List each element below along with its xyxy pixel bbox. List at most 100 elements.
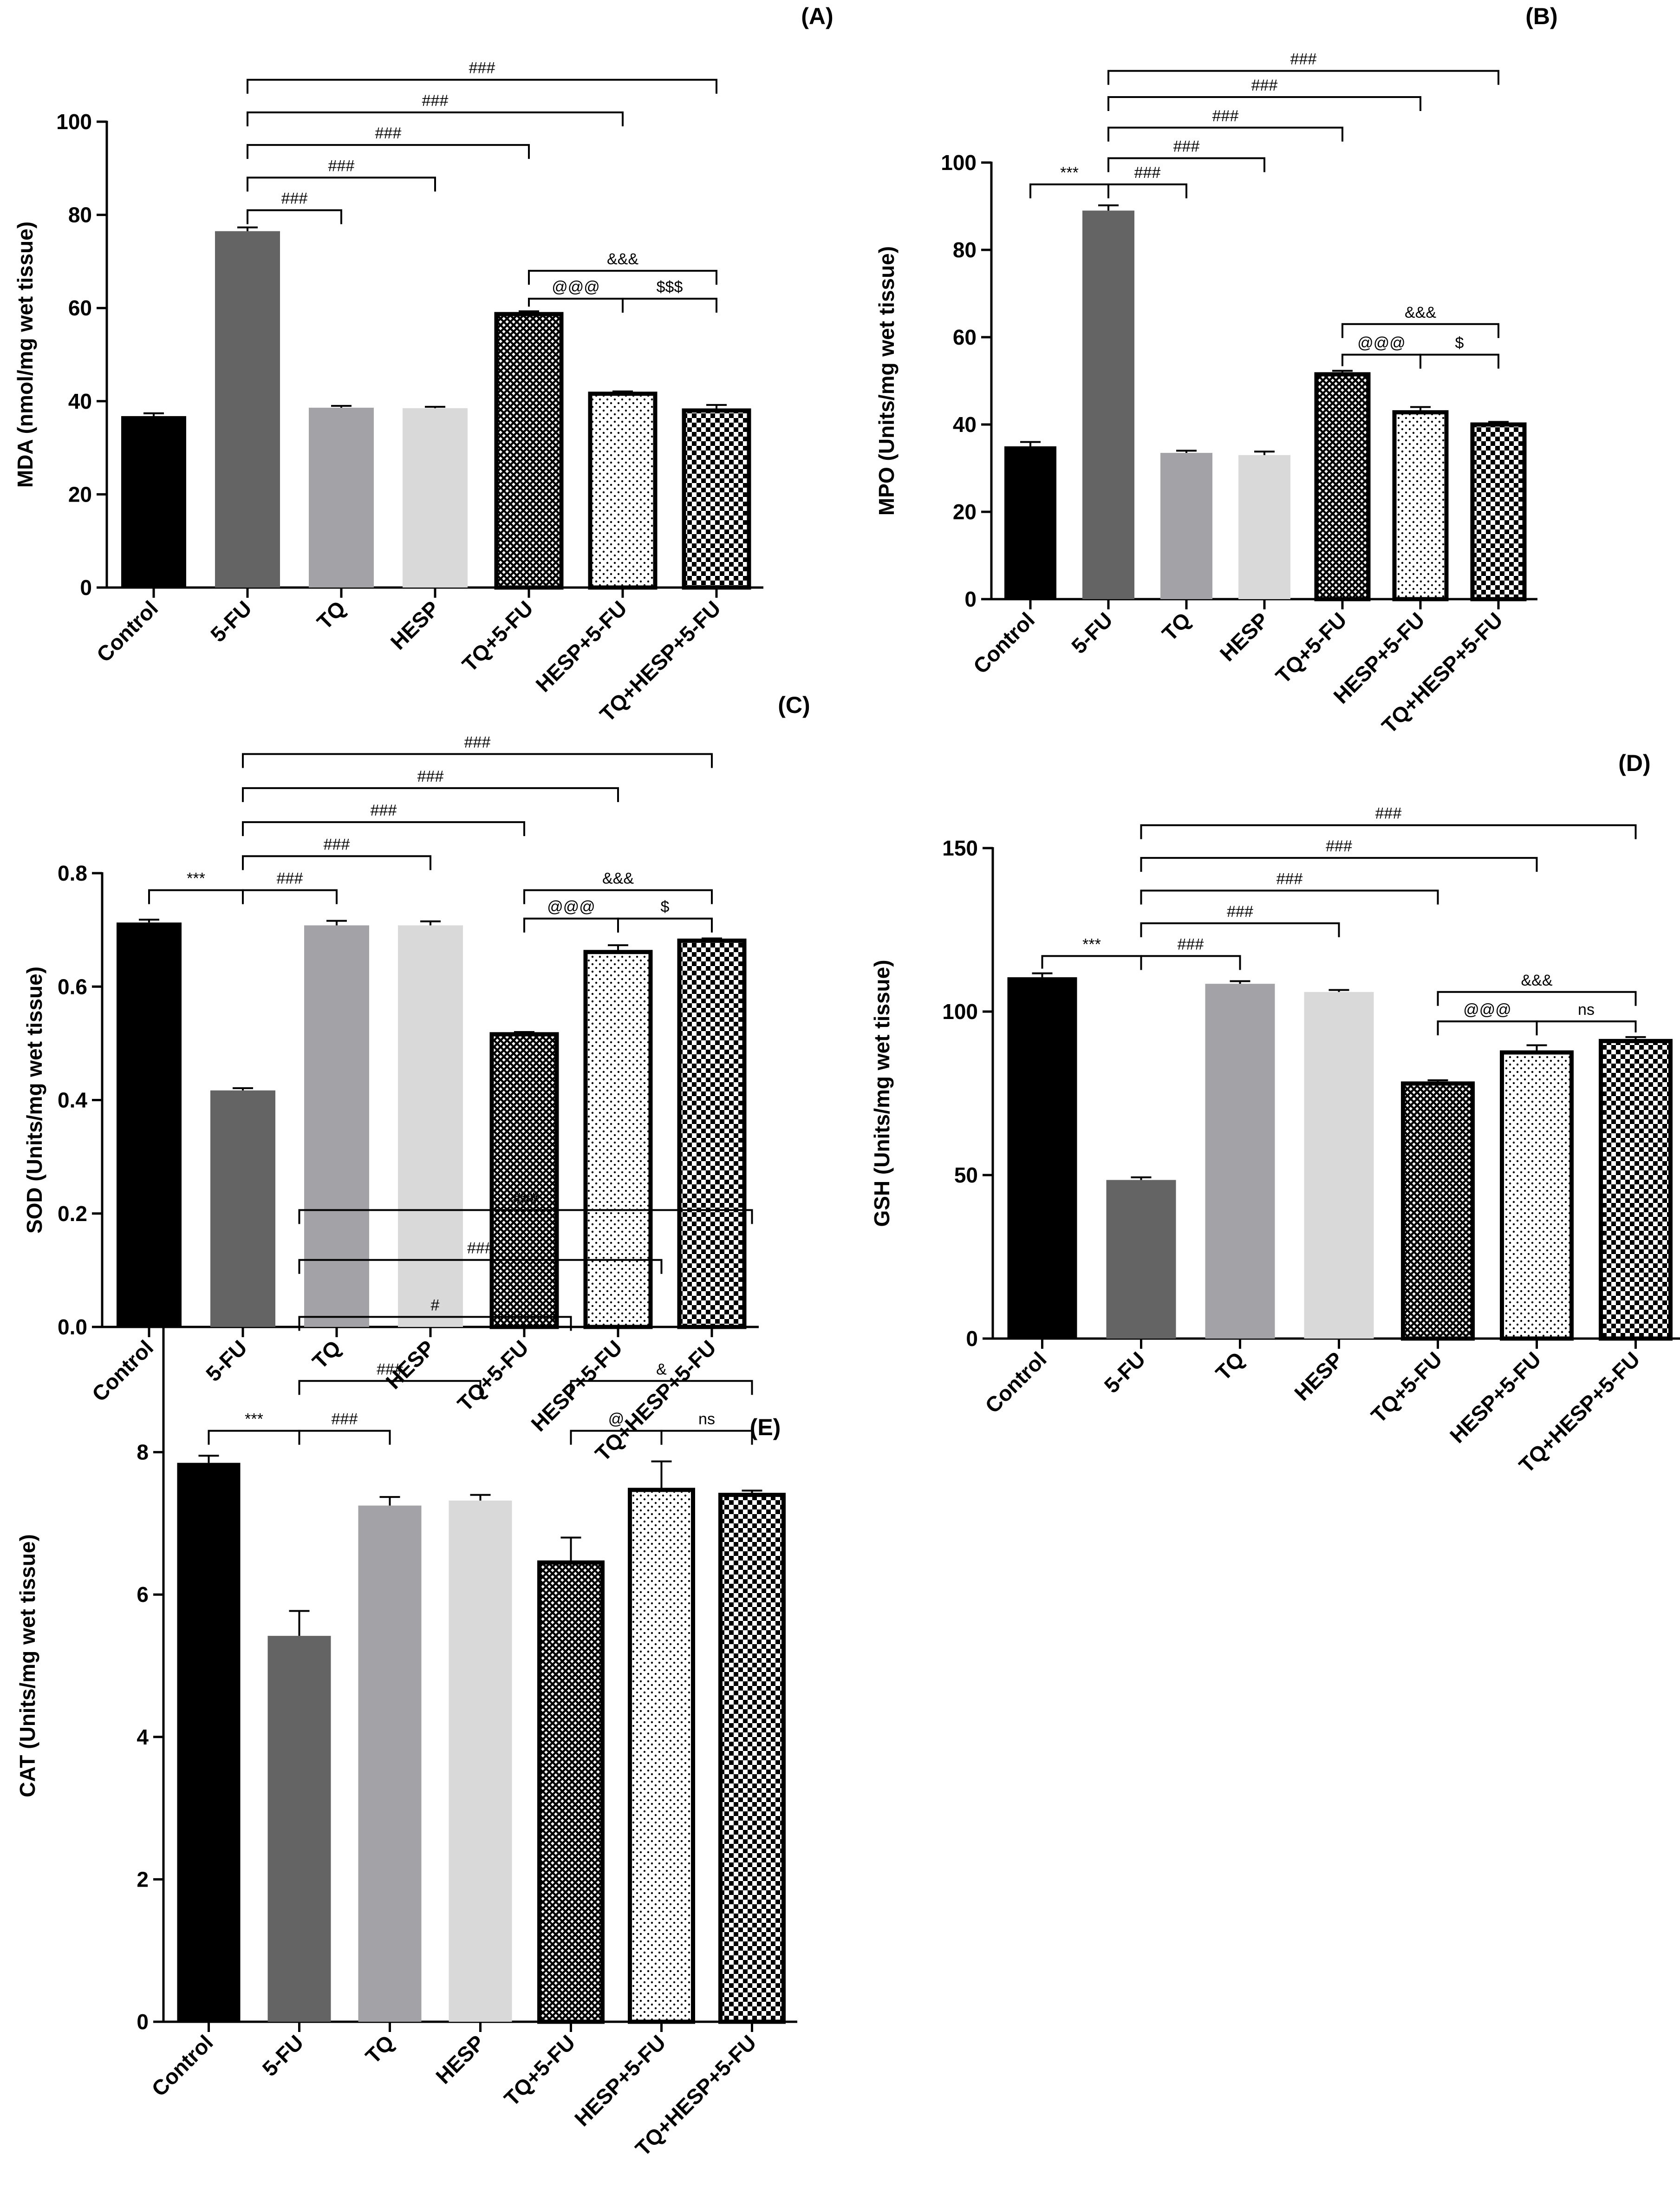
bar-5-fu (1082, 210, 1134, 599)
bar-hesp (403, 408, 468, 588)
bar-control (117, 922, 182, 1327)
y-axis-label: CAT (Units/mg wet tissue) (15, 1534, 39, 1797)
bar-control (177, 1463, 241, 2022)
significance-label: ### (469, 59, 495, 77)
bar-tq (1205, 984, 1275, 1339)
significance-bracket (1140, 824, 1637, 839)
y-tick-label: 40 (953, 412, 977, 437)
significance-label: ### (328, 157, 355, 175)
significance-label: ### (1251, 77, 1278, 94)
significance-bracket (622, 298, 717, 313)
significance-label: ### (1290, 51, 1317, 68)
x-tick-label: Control (147, 2030, 217, 2101)
bar-hesp (398, 925, 463, 1327)
significance-label: *** (187, 870, 205, 888)
significance-bracket (1140, 922, 1340, 937)
x-tick-label: HESP (1289, 1347, 1348, 1405)
x-tick-label: Control (92, 596, 163, 666)
x-tick-label: HESP (386, 596, 444, 654)
y-tick-label: 20 (68, 482, 92, 506)
bar-tq-5-fu (494, 312, 564, 590)
significance-bracket (1140, 955, 1241, 970)
bar-tq-5-fu (489, 1032, 559, 1329)
significance-bracket (298, 1209, 753, 1224)
significance-bracket (208, 1430, 300, 1445)
x-tick-label: TQ (1211, 1347, 1249, 1385)
panel-label: (E) (750, 1414, 781, 1440)
x-tick-label: TQ+5-FU (1366, 1347, 1446, 1427)
panel-c: (C) SOD (Units/mg wet tissue) 0.0 0.2 0.4 0.6… (22, 692, 810, 1466)
significance-bracket (1107, 157, 1265, 172)
y-tick-label: 150 (942, 836, 978, 860)
significance-bracket (1041, 955, 1142, 970)
significance-bracket (528, 269, 717, 285)
significance-label: ### (1326, 837, 1352, 855)
significance-bracket (1437, 1020, 1538, 1036)
y-tick-label: 100 (942, 1000, 978, 1024)
bar-tq (1160, 453, 1212, 599)
significance-bracket (298, 1316, 572, 1331)
x-tick-label: 5-FU (1067, 608, 1117, 658)
y-tick-label: 2 (137, 1867, 149, 1891)
significance-bracket (1107, 183, 1187, 198)
y-tick-label: 80 (953, 238, 977, 262)
significance-label: $$$ (657, 278, 683, 296)
significance-bracket (1140, 889, 1439, 905)
bar-hesp-5-fu (628, 1488, 695, 2024)
y-tick-label: 80 (68, 203, 92, 227)
significance-label: ### (332, 1411, 358, 1428)
significance-label: & (656, 1360, 667, 1378)
bar-tq-hesp-5-fu (1599, 1039, 1673, 1341)
significance-bracket (1029, 183, 1109, 198)
y-tick-label: 100 (941, 150, 977, 175)
significance-bracket (148, 889, 244, 904)
significance-bracket (242, 821, 525, 836)
significance-bracket (523, 917, 619, 933)
significance-label: ### (324, 836, 350, 853)
x-tick-label: Control (87, 1335, 158, 1406)
bar-5-fu (1106, 1180, 1176, 1339)
x-tick-label: TQ (307, 1335, 345, 1373)
significance-label: ns (1578, 1001, 1595, 1019)
y-axis-label: MDA (nmol/mg wet tissue) (13, 222, 37, 488)
significance-bracket (523, 889, 713, 904)
bar-tq-hesp-5-fu (682, 408, 751, 590)
x-tick-label: 5-FU (201, 1335, 252, 1386)
significance-bracket (660, 1430, 753, 1445)
significance-label: ### (277, 870, 303, 888)
x-tick-label: 5-FU (206, 596, 256, 647)
x-tick-label: TQ+5-FU (499, 2030, 580, 2110)
bar-5-fu (215, 231, 280, 588)
x-tick-label: 5-FU (1100, 1347, 1150, 1398)
y-tick-label: 0.0 (58, 1315, 87, 1339)
panel-b: (B) MPO (Units/mg wet tissue) 0 20 40 60 80 100… (874, 3, 1558, 738)
significance-label: @@@ (1463, 1001, 1511, 1019)
x-tick-label: HESP (431, 2030, 489, 2088)
significance-label: ns (698, 1411, 715, 1428)
bar-tq-5-fu (537, 1560, 605, 2024)
bar-hesp-5-fu (588, 392, 658, 590)
bar-hesp (1304, 992, 1374, 1339)
significance-bracket (298, 1259, 663, 1274)
significance-label: ### (377, 1360, 403, 1378)
bar-control (1007, 977, 1077, 1339)
significance-label: ### (464, 734, 491, 751)
significance-bracket (242, 787, 619, 802)
significance-label: &&& (602, 870, 634, 888)
x-tick-label: HESP+5-FU (570, 2030, 671, 2131)
significance-label: ### (1173, 138, 1200, 156)
significance-label: ### (1227, 903, 1253, 921)
bar-hesp-5-fu (1392, 410, 1449, 601)
significance-label: @@@ (547, 898, 595, 916)
x-tick-label: HESP+5-FU (531, 596, 632, 697)
y-tick-label: 20 (953, 500, 977, 524)
panel-label: (A) (801, 3, 833, 29)
bar-hesp-5-fu (583, 950, 653, 1329)
significance-bracket (242, 855, 431, 870)
bar-tq-5-fu (1314, 372, 1371, 601)
significance-label: ### (1134, 164, 1161, 182)
significance-label: ### (422, 92, 449, 110)
significance-label: ### (467, 1240, 494, 1257)
bar-tq-hesp-5-fu (677, 938, 747, 1329)
